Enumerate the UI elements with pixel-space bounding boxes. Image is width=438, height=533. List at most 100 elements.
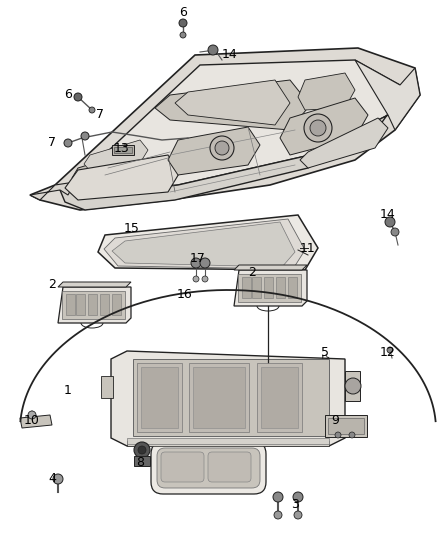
Polygon shape — [300, 118, 388, 168]
Polygon shape — [30, 182, 75, 200]
Circle shape — [385, 217, 395, 227]
Circle shape — [349, 432, 355, 438]
Circle shape — [138, 446, 146, 454]
Polygon shape — [168, 127, 260, 175]
Circle shape — [89, 107, 95, 113]
Circle shape — [335, 432, 341, 438]
Text: 2: 2 — [48, 279, 56, 292]
Polygon shape — [155, 80, 310, 130]
Circle shape — [294, 511, 302, 519]
Circle shape — [215, 141, 229, 155]
Polygon shape — [111, 351, 345, 446]
Polygon shape — [104, 219, 305, 269]
Text: 9: 9 — [331, 414, 339, 426]
Bar — [141, 367, 178, 428]
Bar — [261, 367, 298, 428]
Text: 3: 3 — [291, 498, 299, 512]
Bar — [137, 363, 182, 432]
Polygon shape — [30, 48, 420, 210]
Circle shape — [273, 492, 283, 502]
Circle shape — [387, 347, 393, 353]
Polygon shape — [234, 270, 307, 306]
Bar — [238, 274, 301, 302]
Circle shape — [293, 492, 303, 502]
Polygon shape — [60, 85, 400, 210]
Circle shape — [310, 120, 326, 136]
Circle shape — [64, 139, 72, 147]
Text: 7: 7 — [48, 136, 56, 149]
FancyBboxPatch shape — [161, 452, 204, 482]
Bar — [62, 291, 125, 319]
Bar — [189, 363, 249, 432]
Circle shape — [391, 228, 399, 236]
Circle shape — [28, 411, 36, 419]
Bar — [88, 294, 97, 315]
Circle shape — [208, 45, 218, 55]
Polygon shape — [280, 98, 368, 155]
Polygon shape — [234, 265, 307, 270]
FancyBboxPatch shape — [208, 452, 251, 482]
Text: 1: 1 — [64, 384, 72, 397]
Circle shape — [274, 511, 282, 519]
Circle shape — [193, 276, 199, 282]
Circle shape — [179, 19, 187, 27]
Bar — [134, 456, 150, 466]
Polygon shape — [58, 287, 131, 323]
Text: 4: 4 — [48, 472, 56, 484]
Polygon shape — [175, 80, 290, 125]
Bar — [100, 294, 109, 315]
Text: 7: 7 — [96, 109, 104, 122]
Text: 13: 13 — [114, 141, 130, 155]
FancyBboxPatch shape — [151, 442, 266, 494]
Text: 11: 11 — [300, 241, 316, 254]
Text: 15: 15 — [124, 222, 140, 235]
Text: 17: 17 — [190, 252, 206, 264]
Polygon shape — [65, 155, 180, 200]
Bar — [345, 371, 360, 401]
Bar — [112, 145, 134, 155]
Text: 6: 6 — [179, 5, 187, 19]
Text: 10: 10 — [24, 414, 40, 426]
Text: 2: 2 — [248, 265, 256, 279]
Circle shape — [81, 132, 89, 140]
Bar — [252, 277, 261, 298]
Polygon shape — [84, 140, 148, 173]
Circle shape — [74, 93, 82, 101]
Polygon shape — [72, 152, 138, 185]
Bar — [276, 277, 285, 298]
Text: 5: 5 — [321, 345, 329, 359]
Polygon shape — [355, 60, 420, 130]
Circle shape — [200, 258, 210, 268]
Bar — [127, 438, 329, 444]
Polygon shape — [60, 60, 400, 195]
Bar — [328, 418, 364, 434]
Polygon shape — [127, 441, 329, 446]
Text: 12: 12 — [380, 345, 396, 359]
Bar — [288, 277, 297, 298]
Bar — [325, 415, 367, 437]
FancyBboxPatch shape — [157, 448, 260, 488]
Circle shape — [210, 136, 234, 160]
Bar — [264, 277, 273, 298]
Bar — [66, 294, 75, 315]
Circle shape — [53, 474, 63, 484]
Polygon shape — [112, 222, 295, 267]
Bar — [112, 294, 121, 315]
Text: 14: 14 — [222, 49, 238, 61]
Polygon shape — [298, 73, 355, 110]
Polygon shape — [98, 215, 318, 270]
Text: 6: 6 — [64, 88, 72, 101]
Circle shape — [345, 378, 361, 394]
Bar — [101, 376, 113, 398]
Text: 16: 16 — [177, 288, 193, 302]
Bar — [114, 147, 132, 153]
Circle shape — [202, 276, 208, 282]
Circle shape — [304, 114, 332, 142]
Text: 8: 8 — [136, 456, 144, 469]
Bar — [193, 367, 245, 428]
Polygon shape — [58, 282, 131, 287]
Text: 14: 14 — [380, 208, 396, 222]
Bar — [76, 294, 85, 315]
Bar — [242, 277, 251, 298]
Bar — [133, 359, 329, 436]
